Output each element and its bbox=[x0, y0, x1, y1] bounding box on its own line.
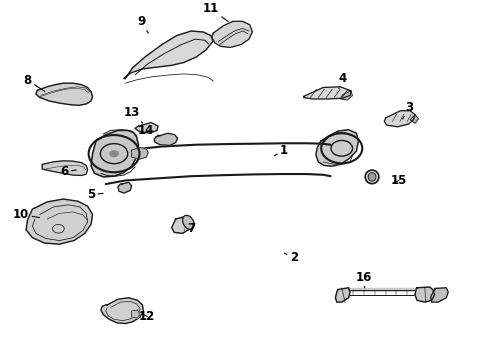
Polygon shape bbox=[316, 130, 358, 166]
Text: 5: 5 bbox=[87, 188, 103, 201]
Polygon shape bbox=[132, 148, 148, 159]
Circle shape bbox=[109, 150, 119, 157]
Polygon shape bbox=[410, 115, 418, 123]
Text: 8: 8 bbox=[24, 74, 45, 91]
Polygon shape bbox=[172, 216, 191, 233]
Text: 10: 10 bbox=[13, 208, 40, 221]
Polygon shape bbox=[42, 161, 88, 175]
Text: 4: 4 bbox=[339, 72, 347, 89]
Text: 1: 1 bbox=[274, 144, 288, 157]
Polygon shape bbox=[36, 83, 93, 105]
Polygon shape bbox=[26, 199, 93, 244]
Polygon shape bbox=[154, 133, 177, 145]
Text: 3: 3 bbox=[403, 101, 413, 119]
Polygon shape bbox=[124, 31, 213, 78]
Text: 13: 13 bbox=[123, 106, 143, 123]
Polygon shape bbox=[335, 288, 350, 302]
Polygon shape bbox=[118, 182, 132, 193]
Polygon shape bbox=[304, 87, 351, 99]
Polygon shape bbox=[91, 130, 139, 177]
Polygon shape bbox=[132, 310, 140, 318]
Polygon shape bbox=[101, 298, 144, 324]
Polygon shape bbox=[212, 21, 252, 48]
Polygon shape bbox=[340, 91, 352, 100]
Text: 7: 7 bbox=[184, 222, 196, 235]
Polygon shape bbox=[431, 288, 448, 302]
Text: 11: 11 bbox=[203, 2, 228, 22]
Ellipse shape bbox=[365, 170, 379, 184]
Text: 12: 12 bbox=[139, 310, 155, 323]
Text: 16: 16 bbox=[356, 271, 372, 288]
Polygon shape bbox=[135, 122, 158, 133]
Text: 2: 2 bbox=[284, 251, 298, 264]
Text: 15: 15 bbox=[391, 174, 407, 187]
Text: 6: 6 bbox=[60, 165, 76, 178]
Polygon shape bbox=[415, 287, 435, 302]
Ellipse shape bbox=[368, 172, 376, 181]
Text: 9: 9 bbox=[137, 15, 148, 33]
Ellipse shape bbox=[183, 215, 194, 229]
Text: 14: 14 bbox=[138, 124, 159, 137]
Polygon shape bbox=[384, 111, 415, 127]
